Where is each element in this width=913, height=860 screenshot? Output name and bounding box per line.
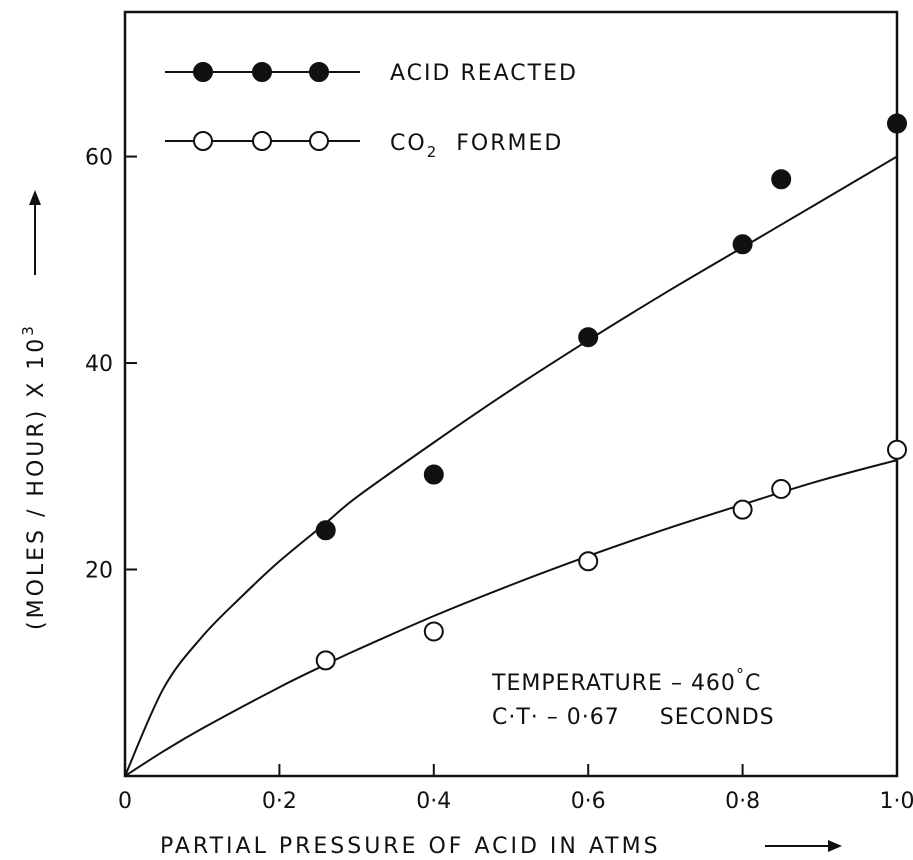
legend-marker-acid-reacted: [309, 62, 329, 82]
data-point-co2-formed: [315, 650, 336, 671]
legend-co2-main: CO: [390, 131, 427, 156]
y-axis-title-exponent: 3: [19, 323, 37, 336]
y-tick-label: 60: [85, 146, 113, 171]
x-tick-label: 1·0: [880, 789, 913, 814]
x-axis-arrow-icon: [765, 840, 842, 852]
x-tick-label: 0·6: [571, 789, 606, 814]
data-point-acid-reacted: [578, 327, 599, 348]
data-point-acid-reacted: [423, 464, 444, 485]
annotation-temperature-main: TEMPERATURE – 460: [491, 671, 736, 696]
legend: ACID REACTED CO2 FORMED: [165, 61, 578, 161]
legend-marker-co2-formed: [252, 131, 272, 151]
y-tick-label: 40: [85, 352, 113, 377]
y-axis-title-main: (MOLES / HOUR) X 10: [24, 336, 49, 630]
x-tick-label: 0: [118, 789, 132, 814]
legend-marker-acid-reacted: [193, 62, 213, 82]
data-point-co2-formed: [423, 621, 444, 642]
legend-label-acid-reacted: ACID REACTED: [390, 61, 578, 86]
data-point-acid-reacted: [771, 169, 792, 190]
legend-marker-acid-reacted: [252, 62, 272, 82]
annotation-contact-time: C·T· – 0·67 SECONDS: [492, 705, 775, 730]
y-axis-ticks: 20 40 60: [85, 146, 137, 584]
data-points: [315, 113, 907, 671]
annotation-temperature-degree: °: [736, 665, 745, 684]
annotation-temperature-unit: C: [745, 671, 761, 696]
data-point-acid-reacted: [887, 113, 907, 134]
legend-label-co2-formed: CO2 FORMED: [390, 131, 563, 161]
y-axis-arrow-icon: [29, 190, 41, 275]
data-point-acid-reacted: [732, 234, 753, 255]
data-point-co2-formed: [771, 478, 792, 499]
data-point-co2-formed: [578, 551, 599, 572]
x-tick-label: 0·2: [262, 789, 297, 814]
legend-marker-co2-formed: [309, 131, 329, 151]
legend-co2-subscript: 2: [427, 143, 439, 161]
x-tick-label: 0·4: [416, 789, 451, 814]
y-axis-title: (MOLES / HOUR) X 103: [19, 323, 49, 630]
legend-marker-co2-formed: [193, 131, 213, 151]
data-point-co2-formed: [887, 439, 907, 460]
annotation-temperature: TEMPERATURE – 460°C: [491, 665, 761, 696]
x-axis-ticks: 0 0·2 0·4 0·6 0·8 1·0: [118, 764, 913, 814]
y-tick-label: 20: [85, 559, 113, 584]
data-point-acid-reacted: [315, 520, 336, 541]
legend-co2-rest: FORMED: [456, 131, 563, 156]
data-point-co2-formed: [732, 499, 753, 520]
x-tick-label: 0·8: [725, 789, 760, 814]
plot-frame: [123, 10, 899, 778]
x-axis-title: PARTIAL PRESSURE OF ACID IN ATMS: [160, 834, 661, 859]
